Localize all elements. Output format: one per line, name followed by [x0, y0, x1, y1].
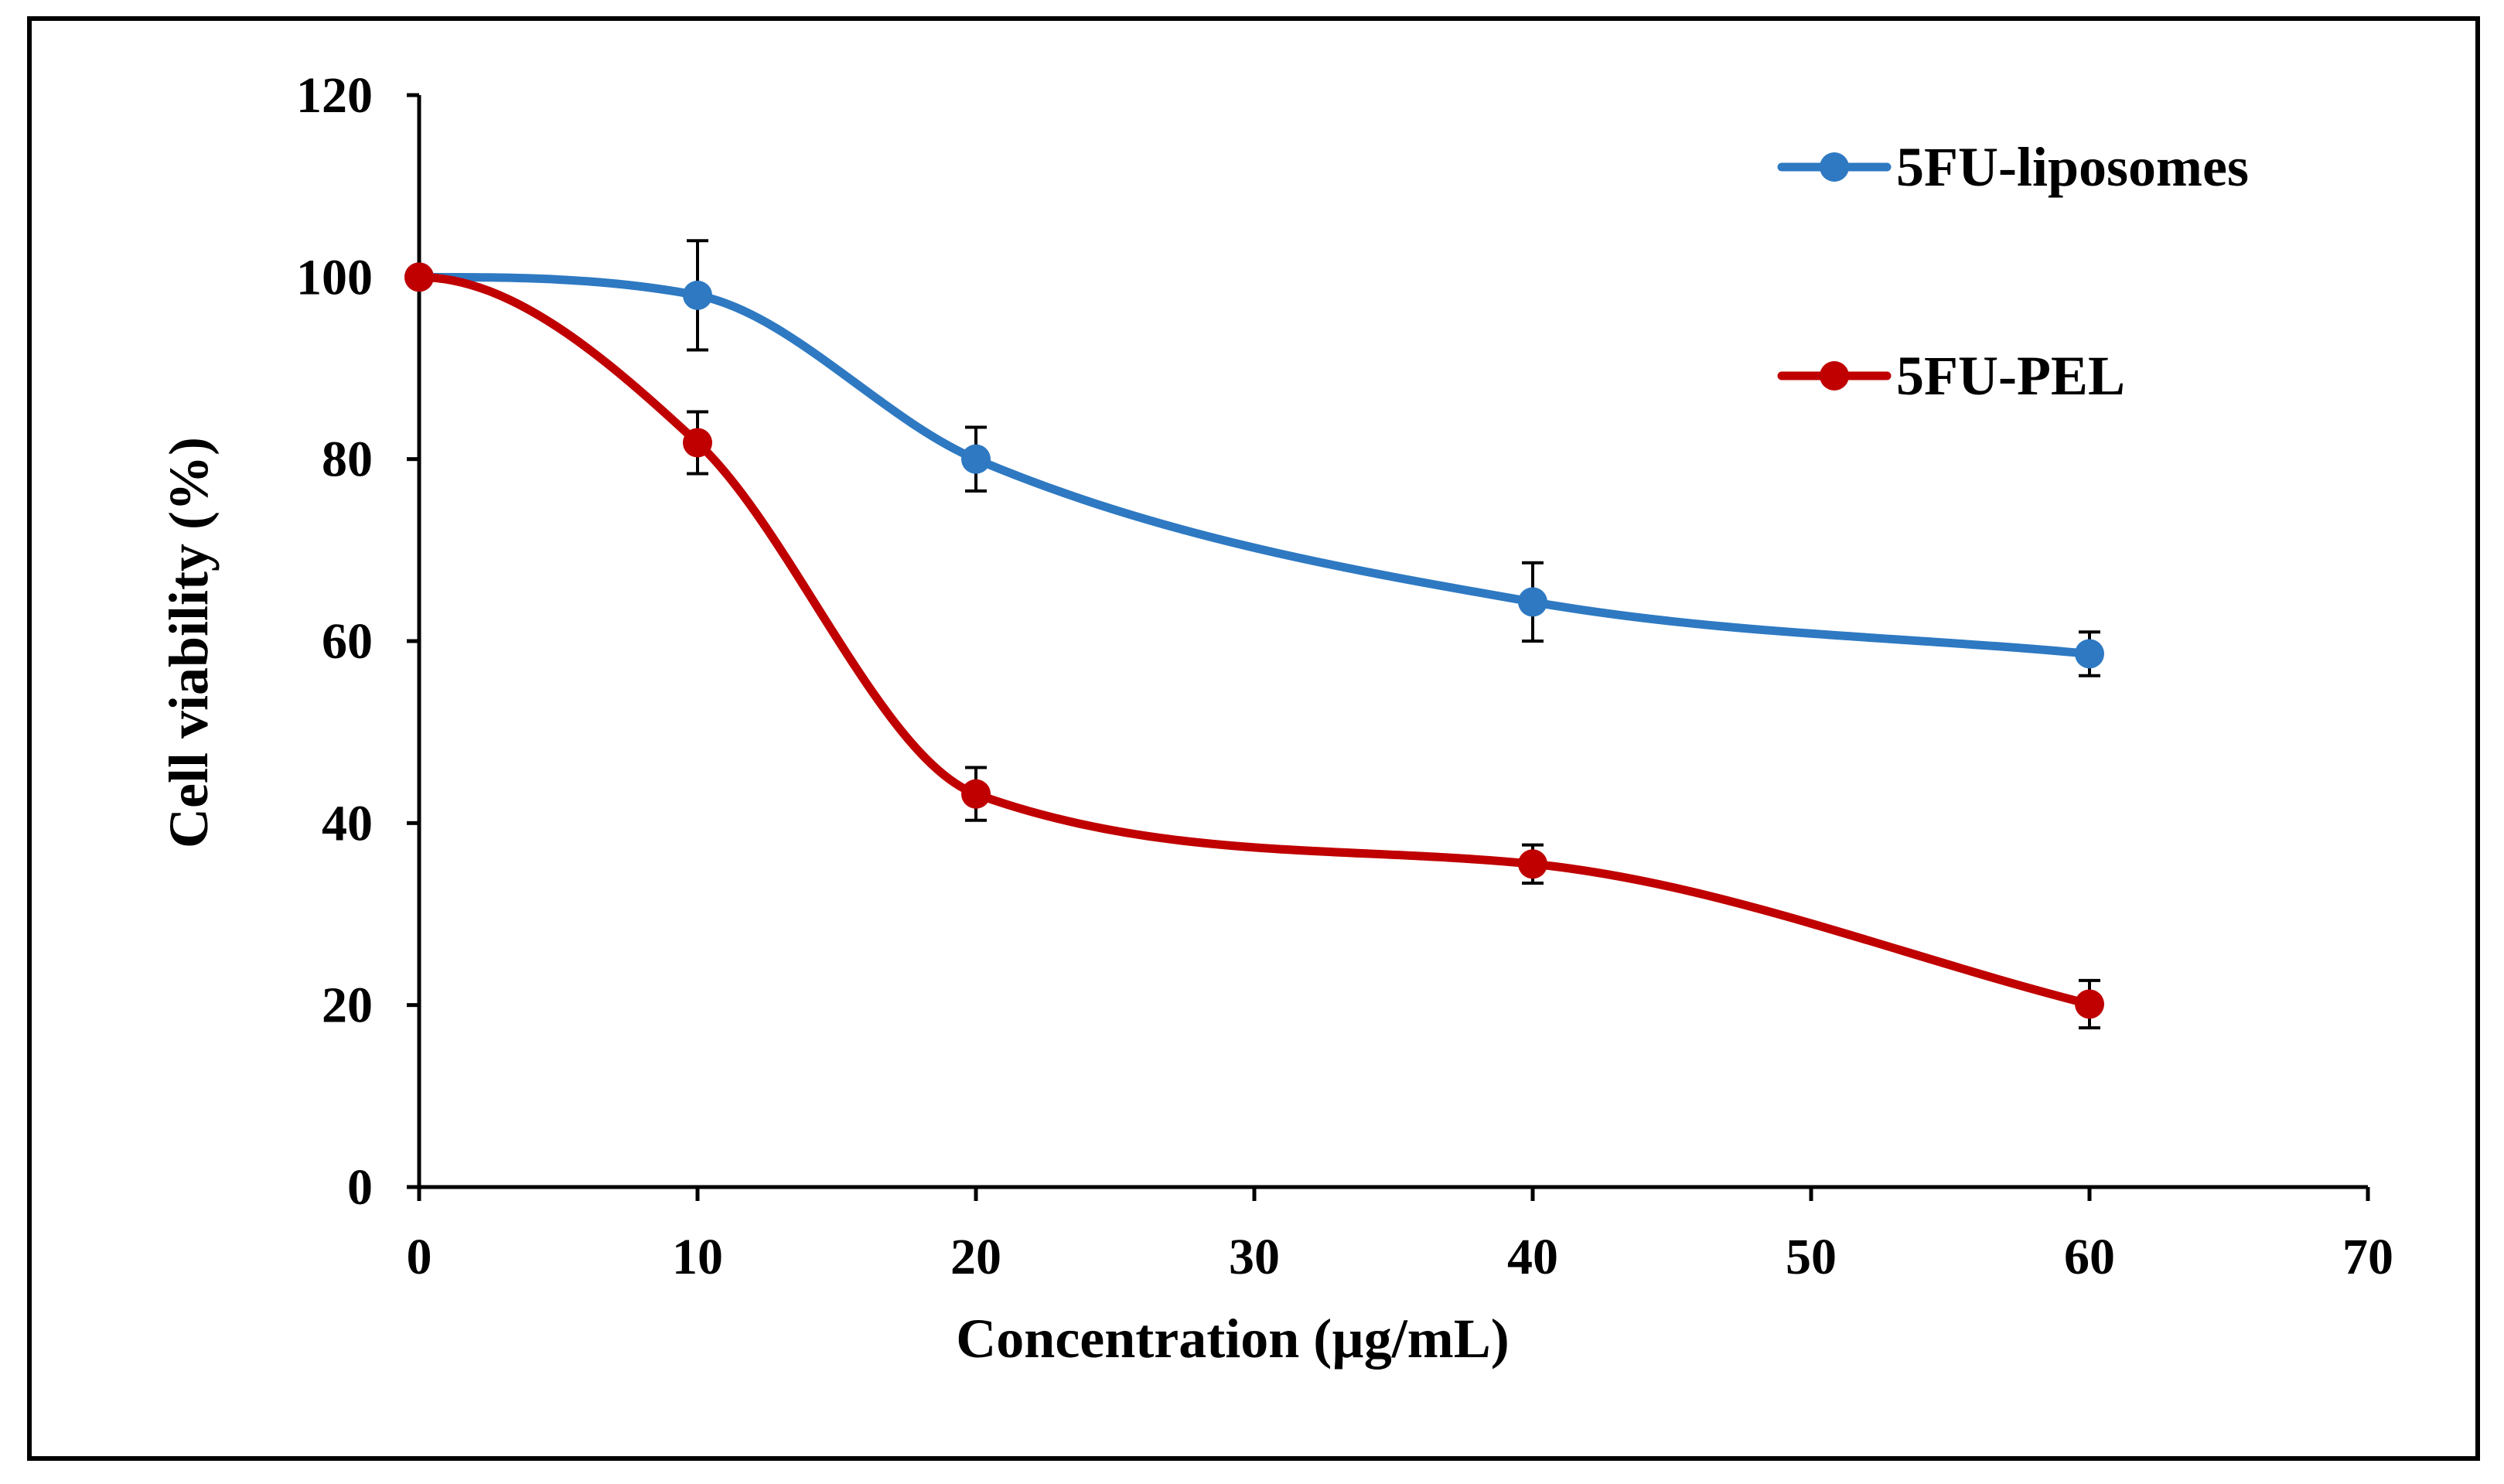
x-tick-label: 10 [672, 1229, 723, 1285]
data-point [404, 262, 434, 292]
y-tick-label: 80 [322, 432, 373, 488]
legend-label: 5FU-PEL [1896, 345, 2125, 407]
data-point [683, 428, 712, 458]
x-tick-label: 30 [1229, 1229, 1280, 1285]
legend: 5FU-liposomes 5FU-PEL [1777, 136, 2249, 407]
x-tick-label: 60 [2064, 1229, 2115, 1285]
series-lines [414, 272, 2094, 1008]
series-layer [404, 239, 2104, 1030]
y-tick-label: 0 [347, 1159, 373, 1216]
data-point [1518, 849, 1547, 879]
x-axis-title: Concentration (µg/mL) [956, 1308, 1509, 1370]
legend-label: 5FU-liposomes [1896, 136, 2249, 198]
chart-frame [27, 16, 2480, 1461]
y-tick-label: 60 [322, 613, 373, 670]
x-tick-label: 50 [1786, 1229, 1837, 1285]
axes: 0 20 40 60 80 100 120 0 10 20 30 40 50 60 70 [296, 67, 2393, 1285]
y-tick-label: 120 [296, 67, 373, 124]
legend-marker [1820, 152, 1849, 182]
x-tick-label: 0 [407, 1229, 432, 1285]
y-axis-title: Cell viability (%) [158, 437, 220, 848]
data-point [2075, 989, 2104, 1019]
y-tick-label: 100 [296, 249, 373, 305]
data-point [1518, 587, 1547, 617]
series-markers [404, 239, 2104, 1030]
data-point [961, 444, 991, 474]
data-point [961, 779, 991, 809]
y-tick-label: 40 [322, 795, 373, 851]
series-line-1 [414, 272, 2094, 1008]
x-tick-label: 70 [2342, 1229, 2393, 1285]
data-point [2075, 639, 2104, 669]
x-tick-label: 20 [950, 1229, 1001, 1285]
data-point [683, 280, 712, 310]
y-tick-label: 20 [322, 977, 373, 1034]
legend-marker [1820, 361, 1849, 391]
x-tick-label: 40 [1507, 1229, 1558, 1285]
series-line-0 [414, 272, 2094, 658]
